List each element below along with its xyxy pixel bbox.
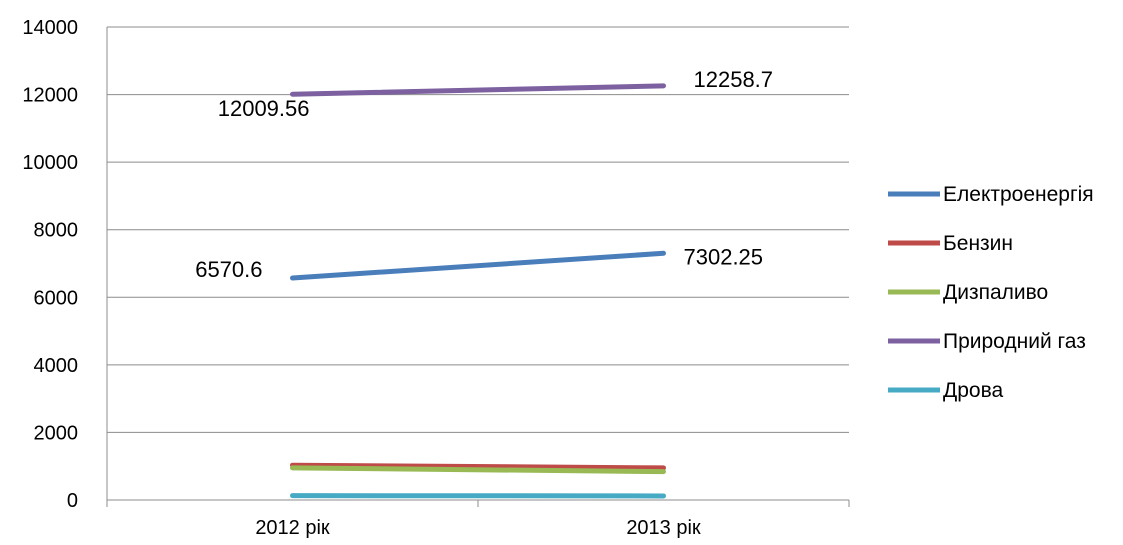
- y-tick-label: 12000: [22, 85, 78, 107]
- legend-label: Бензин: [943, 232, 1013, 255]
- grid-lines: [107, 26, 849, 501]
- series-lines: [290, 83, 666, 499]
- y-tick-label: 10000: [22, 152, 78, 174]
- series-line-1: [290, 462, 666, 471]
- y-tick-label: 4000: [34, 355, 79, 377]
- y-tick-label: 0: [67, 490, 78, 512]
- legend: Електроенергія Бензин Дизпаливо Природний г…: [888, 183, 1094, 402]
- y-axis: 0 2000 4000 6000 8000 10000 12000 14000: [22, 17, 108, 512]
- y-tick-label: 14000: [22, 17, 78, 39]
- series-line-2: [290, 465, 666, 475]
- x-axis: 2012 рік 2013 рік: [106, 500, 850, 539]
- y-tick-label: 6000: [34, 287, 79, 309]
- data-label: 7302.25: [684, 244, 764, 269]
- y-tick-label: 8000: [34, 220, 79, 242]
- legend-label: Електроенергія: [943, 183, 1094, 206]
- legend-label: Дрова: [943, 379, 1004, 402]
- series-line-0: [290, 250, 666, 281]
- legend-label: Дизпаливо: [943, 281, 1048, 304]
- x-tick-label: 2013 рік: [626, 517, 701, 539]
- data-label: 12258.7: [694, 67, 774, 92]
- x-tick-label: 2012 рік: [255, 517, 330, 539]
- legend-label: Природний газ: [943, 330, 1086, 353]
- data-labels: 6570.6 7302.25 12009.56 12258.7: [195, 67, 773, 282]
- data-label: 6570.6: [195, 257, 262, 282]
- data-label: 12009.56: [218, 96, 310, 121]
- series-line-3: [290, 83, 666, 97]
- y-tick-label: 2000: [34, 422, 79, 444]
